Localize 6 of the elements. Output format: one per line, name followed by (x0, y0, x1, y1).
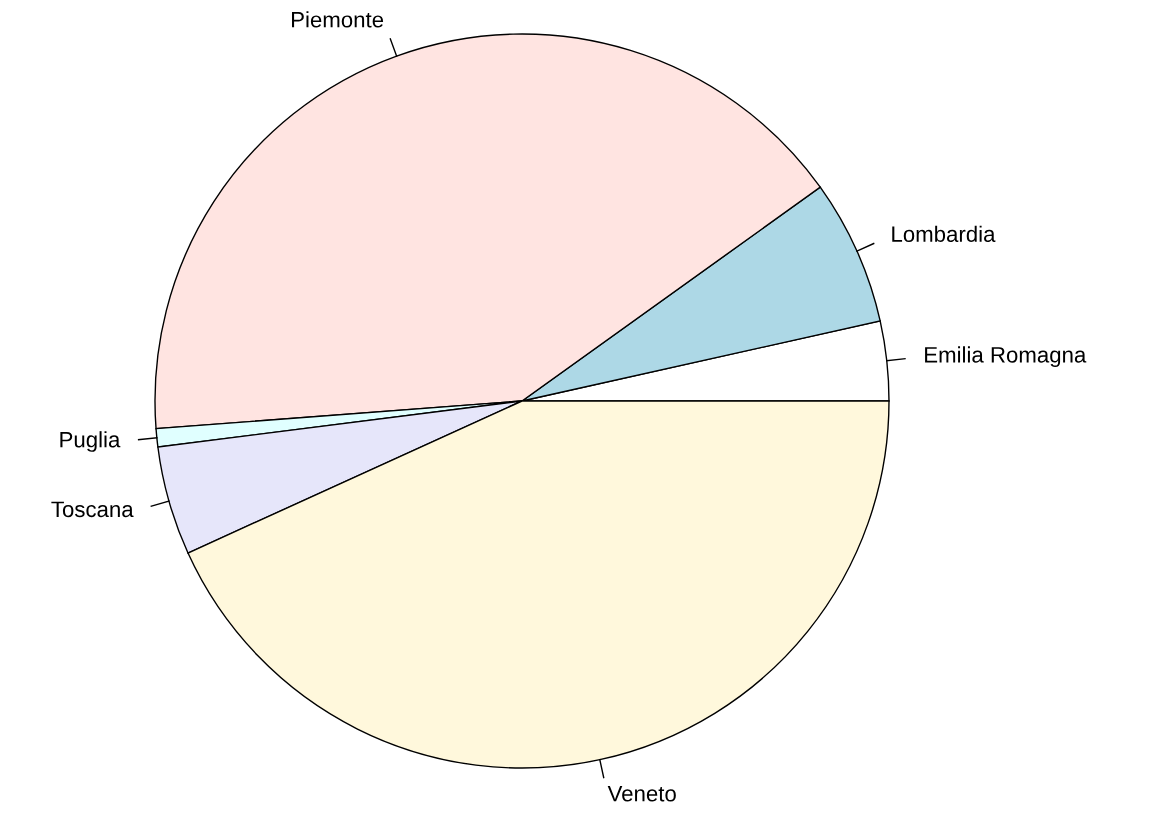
slice-label: Lombardia (892, 225, 996, 242)
slice-label: Piemonte (292, 11, 384, 28)
slice-label: Toscana (51, 501, 134, 518)
slice-label: Emilia Romagna (925, 346, 1087, 368)
slice-label: Puglia (60, 431, 121, 452)
slice-label: Veneto (607, 785, 676, 802)
